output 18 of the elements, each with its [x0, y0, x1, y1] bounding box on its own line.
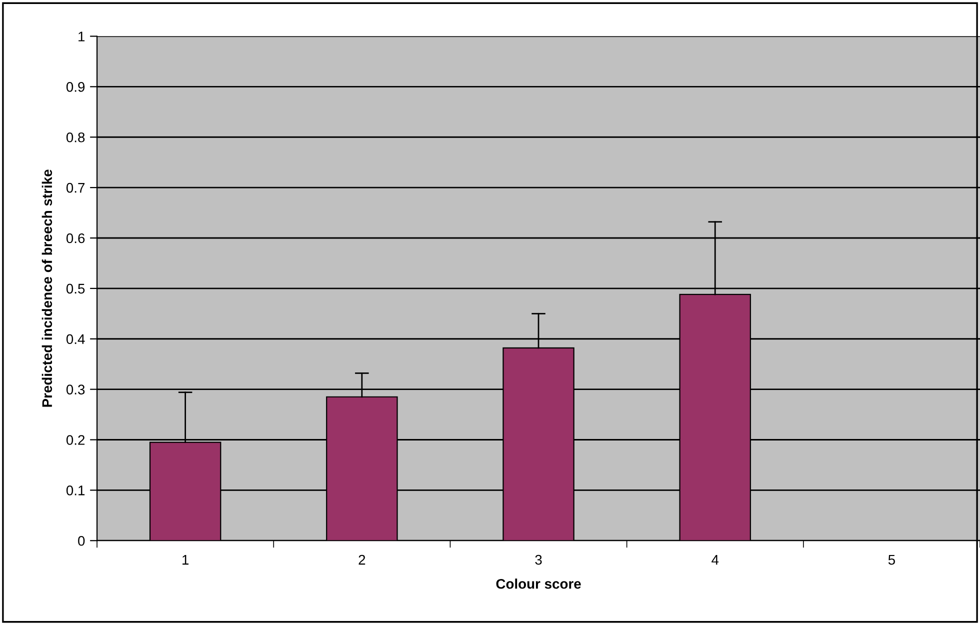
y-axis-title: Predicted incidence of breech strike — [42, 170, 52, 407]
x-tick-label: 5 — [888, 555, 895, 565]
y-tick-label: 0.1 — [66, 486, 85, 496]
y-tick-label: 0 — [78, 536, 85, 546]
y-tick-label: 0.5 — [66, 284, 85, 294]
x-tick-label: 1 — [182, 555, 189, 565]
y-tick-label: 0.3 — [66, 384, 85, 394]
y-tick-label: 0.8 — [66, 132, 85, 142]
x-tick-label: 3 — [535, 554, 542, 565]
y-tick-label: 0.4 — [66, 334, 85, 344]
y-tick-label: 0.2 — [66, 435, 85, 445]
y-tick-label: 0.9 — [66, 82, 85, 92]
y-tick-label: 1 — [78, 32, 85, 42]
x-tick-label: 2 — [358, 554, 366, 565]
x-axis-title: Colour score — [496, 578, 581, 589]
x-tick-label: 4 — [712, 555, 719, 565]
y-tick-label: 0.7 — [66, 182, 85, 193]
y-tick-label: 0.6 — [66, 233, 85, 244]
